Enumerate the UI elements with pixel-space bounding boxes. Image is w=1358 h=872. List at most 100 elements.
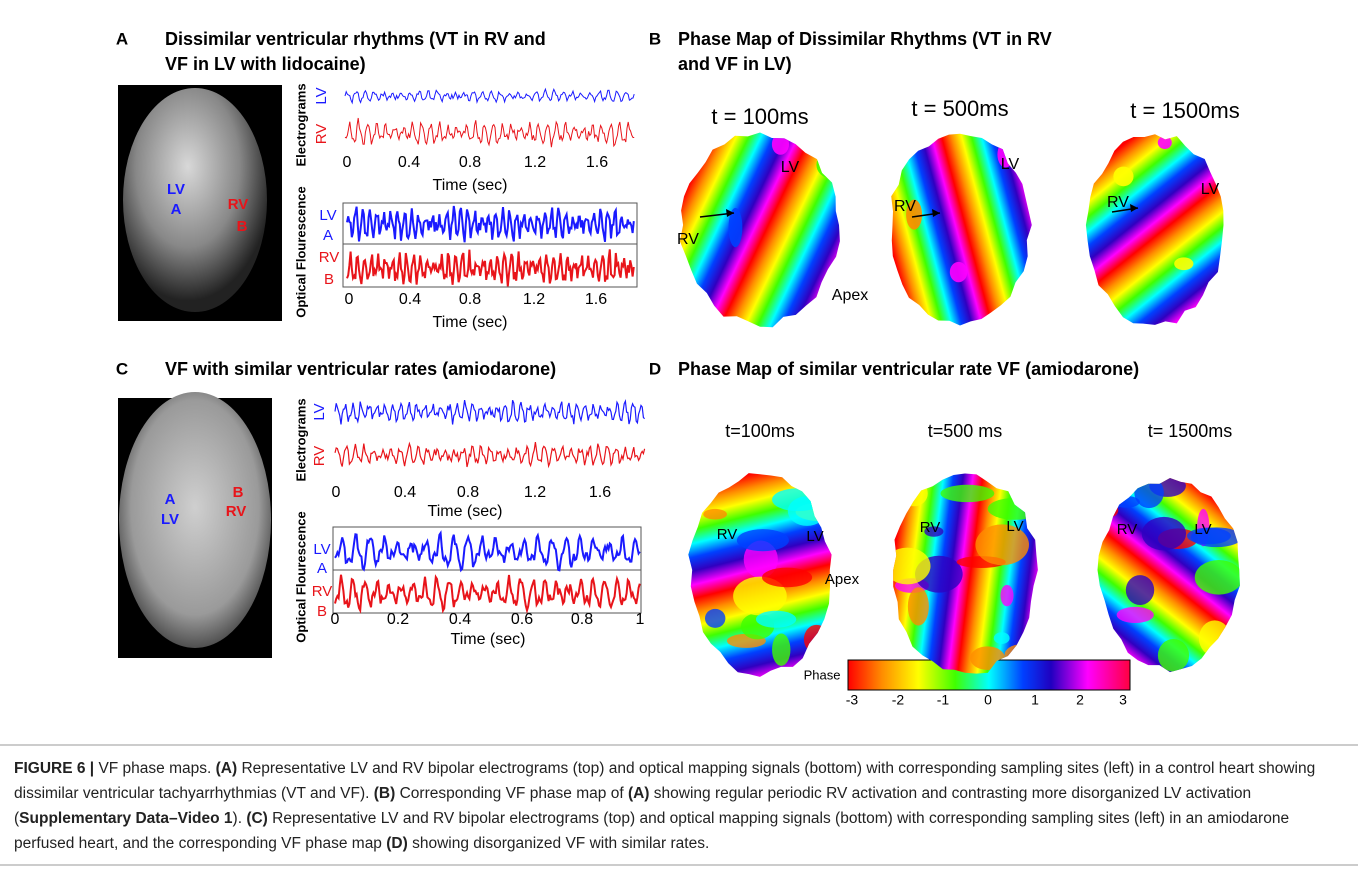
phase-patch — [816, 151, 840, 179]
signal-trace — [334, 530, 641, 573]
phase-patch — [704, 608, 726, 628]
panel-title: Phase Map of similar ventricular rate VF… — [678, 359, 1139, 379]
phase-patch — [1157, 136, 1172, 150]
panel-letter: B — [649, 29, 661, 48]
axis-label: Time (sec) — [433, 314, 508, 331]
channel-label: RV — [319, 249, 340, 266]
site-label: A — [171, 201, 182, 218]
signal-trace — [344, 87, 635, 105]
x-tick-label: 0 — [343, 154, 352, 171]
panel-title: Phase Map of Dissimilar Rhythms (VT in R… — [678, 29, 1052, 49]
caption-text: Representative LV and RV bipolar electro… — [14, 810, 1290, 852]
x-tick-label: 0.2 — [387, 611, 409, 628]
x-tick-label: 0.4 — [398, 154, 420, 171]
x-tick-label: 0 — [332, 484, 341, 501]
x-tick-label: 1.6 — [586, 154, 608, 171]
x-tick-label: 0.4 — [449, 611, 471, 628]
x-tick-label: 0.8 — [457, 484, 479, 501]
phase-patch — [1125, 575, 1155, 605]
phase-patch — [1116, 606, 1154, 623]
panel-letter: C — [116, 359, 128, 378]
map-time: t = 100ms — [711, 104, 808, 129]
arrow-head — [1130, 204, 1138, 212]
map-label: Apex — [825, 571, 860, 588]
channel-label: RV — [311, 446, 328, 467]
colorbar-tick-label: -1 — [937, 692, 950, 708]
axis-label: Electrograms — [293, 83, 308, 166]
site-label: RV — [226, 503, 247, 520]
x-tick-label: 0.6 — [511, 611, 533, 628]
x-tick-label: 0.4 — [399, 291, 421, 308]
arrow-head — [932, 209, 940, 217]
panel-letter: D — [649, 359, 661, 378]
map-label: RV — [920, 519, 941, 536]
phase-patch — [1174, 257, 1194, 271]
signal-trace — [346, 249, 635, 287]
panel-title: VF in LV with lidocaine) — [165, 54, 366, 74]
phase-patch — [771, 133, 790, 155]
caption-text: Representative LV and RV bipolar electro… — [14, 760, 1316, 802]
x-tick-label: 0.8 — [459, 291, 481, 308]
signal-trace — [334, 574, 641, 614]
phase-patch — [1000, 584, 1014, 607]
caption-text: showing regular periodic RV activation a… — [14, 785, 1252, 827]
panel-title: VF with similar ventricular rates (amiod… — [165, 359, 556, 379]
phase-patch — [1157, 639, 1190, 672]
phase-patch — [1186, 527, 1231, 545]
axis-label: Time (sec) — [451, 631, 526, 648]
site-label: RV — [228, 196, 249, 213]
axis-label: Time (sec) — [433, 177, 508, 194]
map-label: LV — [781, 159, 800, 176]
phase-patch — [733, 576, 787, 616]
channel-label: RV — [313, 124, 330, 145]
map-label: RV — [894, 198, 916, 215]
x-tick-label: 0.4 — [394, 484, 416, 501]
phase-map — [679, 132, 840, 328]
channel-label: A — [317, 560, 327, 577]
phase-patch — [803, 624, 830, 654]
signal-trace — [334, 398, 646, 425]
phase-patch — [975, 524, 1029, 566]
colorbar-tick-label: 2 — [1076, 692, 1084, 708]
x-tick-label: 1.2 — [524, 154, 546, 171]
caption-text: (A) — [627, 785, 650, 802]
phase-patch — [736, 529, 789, 552]
map-time: t = 500ms — [911, 96, 1008, 121]
map-time: t=100ms — [725, 421, 795, 441]
axis-label: Time (sec) — [428, 503, 503, 520]
x-tick-label: 0 — [345, 291, 354, 308]
phase-patch — [993, 632, 1010, 644]
phase-patch — [893, 547, 931, 585]
caption-text: VF phase maps. — [94, 760, 216, 777]
phase-patch — [755, 610, 797, 628]
phase-patch — [1113, 166, 1134, 187]
map-label: RV — [1107, 194, 1129, 211]
axis-label: Electrograms — [293, 398, 308, 481]
colorbar-tick-label: -2 — [892, 692, 905, 708]
phase-patch — [1134, 478, 1164, 509]
x-tick-label: 1.6 — [585, 291, 607, 308]
channel-label: B — [324, 271, 334, 288]
phase-patch — [772, 633, 791, 666]
phase-patch — [1198, 620, 1231, 657]
caption-text: (C) — [246, 810, 268, 827]
map-label: LV — [1006, 518, 1023, 535]
site-label: A — [165, 491, 176, 508]
panel-letter: A — [116, 29, 128, 48]
signal-trace — [346, 205, 635, 243]
x-tick-label: 1 — [636, 611, 645, 628]
map-label: RV — [677, 231, 699, 248]
x-tick-label: 1.2 — [523, 291, 545, 308]
colorbar-tick-label: 3 — [1119, 692, 1127, 708]
map-label: LV — [806, 528, 823, 545]
caption-text: (B) — [373, 785, 396, 802]
channel-label: A — [323, 227, 333, 244]
caption-text: (D) — [386, 835, 408, 852]
phase-patch — [907, 587, 929, 626]
map-time: t=500 ms — [928, 421, 1003, 441]
channel-label: B — [317, 603, 327, 620]
map-label: LV — [1001, 156, 1020, 173]
site-label: B — [233, 484, 244, 501]
phase-patch — [900, 480, 928, 507]
phase-patch — [940, 484, 995, 503]
